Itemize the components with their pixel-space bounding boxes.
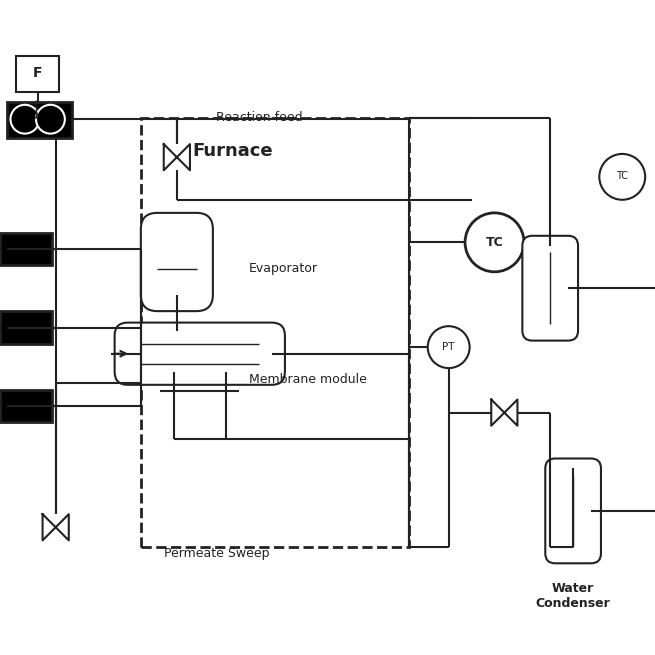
FancyBboxPatch shape (545, 458, 601, 563)
Text: Reaction feed: Reaction feed (216, 111, 303, 124)
Text: Furnace: Furnace (192, 141, 273, 160)
Text: TC: TC (485, 236, 504, 249)
Bar (141, 118, 409, 547)
Circle shape (10, 105, 39, 134)
Text: Water
Condenser: Water Condenser (536, 582, 610, 610)
Text: F: F (33, 66, 43, 81)
FancyBboxPatch shape (522, 236, 578, 341)
FancyBboxPatch shape (115, 323, 285, 385)
Circle shape (36, 105, 65, 134)
Circle shape (465, 213, 524, 272)
Circle shape (428, 326, 470, 368)
Text: Membrane module: Membrane module (249, 373, 367, 386)
Text: PT: PT (442, 342, 455, 352)
Circle shape (599, 154, 645, 200)
Text: Permeate Sweep: Permeate Sweep (164, 547, 269, 560)
Bar (0, 233, 52, 265)
Text: TC: TC (616, 170, 628, 181)
FancyBboxPatch shape (141, 213, 213, 311)
Bar (16, 56, 59, 92)
Bar (0, 390, 52, 422)
Text: Evaporator: Evaporator (249, 262, 318, 275)
Bar (7, 102, 72, 138)
Bar (0, 311, 52, 344)
